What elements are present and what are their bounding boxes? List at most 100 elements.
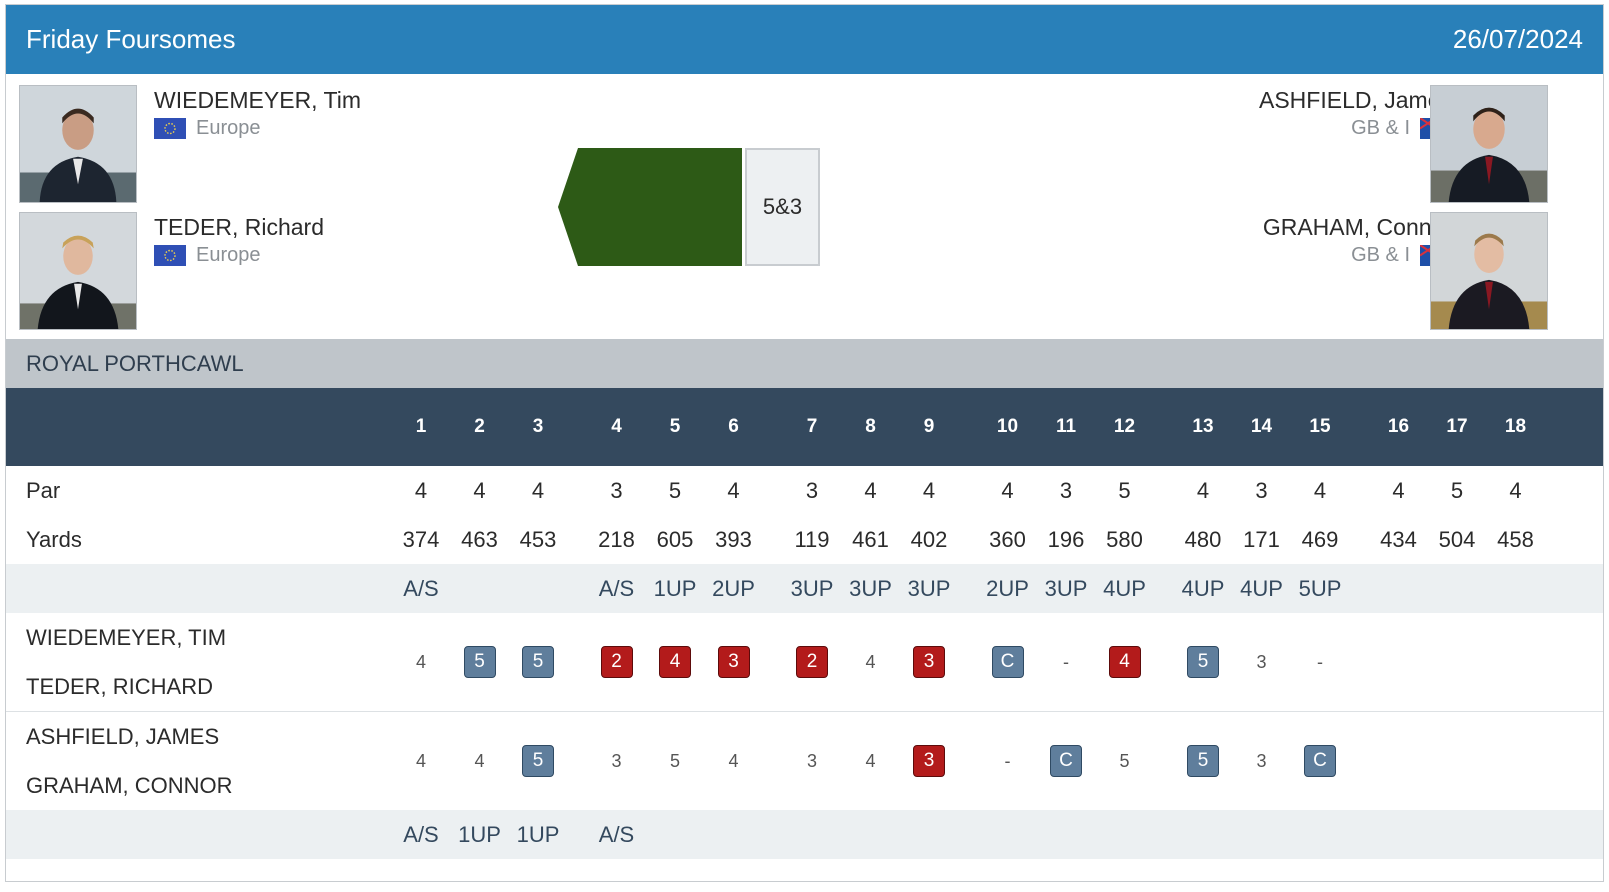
match-result-bar bbox=[558, 148, 742, 266]
hole-score-under-par: 3 bbox=[717, 646, 750, 678]
hole-number-7: 7 bbox=[806, 416, 818, 437]
hole-score: 3 bbox=[1256, 751, 1267, 771]
match-status-cell: A/S bbox=[403, 822, 439, 847]
yards-value: 374 bbox=[402, 527, 440, 552]
hole-score: 4 bbox=[415, 751, 426, 771]
par-value: 4 bbox=[1392, 478, 1405, 503]
match-status-cell: 1UP bbox=[653, 576, 697, 601]
yards-value: 463 bbox=[461, 527, 498, 552]
par-value: 3 bbox=[1059, 478, 1073, 503]
hole-score: - bbox=[1063, 652, 1069, 672]
yards-value: 458 bbox=[1497, 527, 1534, 552]
player-photo-graham bbox=[1430, 212, 1548, 330]
yards-row: Yards 374 463 453 218 605 393 119 461 402 360 196 5… bbox=[6, 515, 1603, 564]
match-status-cell: 3UP bbox=[907, 576, 951, 601]
hole-score: 3 bbox=[611, 751, 622, 771]
hole-number-18: 18 bbox=[1504, 416, 1527, 437]
holes-header: 1 2 3 4 5 6 7 8 9 10 11 12 13 14 15 16 17 18 bbox=[6, 388, 1603, 466]
team2-player1: ASHFIELD, JAMES bbox=[26, 724, 220, 749]
left-player1-name: WIEDEMEYER, Tim bbox=[154, 87, 362, 113]
hole-score: 4 bbox=[865, 751, 876, 771]
par-value: 5 bbox=[1450, 478, 1464, 503]
match-status-cell: 2UP bbox=[986, 576, 1029, 601]
par-value: 4 bbox=[1196, 478, 1210, 503]
yards-value: 605 bbox=[656, 527, 694, 552]
yards-value: 504 bbox=[1438, 527, 1476, 552]
team2-score-row: ASHFIELD, JAMES GRAHAM, CONNOR 4 4 5 3 5 4 3 4 3… bbox=[6, 712, 1603, 810]
hole-score-over-par: 5 bbox=[1187, 646, 1219, 678]
hole-score: - bbox=[1004, 751, 1011, 771]
hole-score-under-par: 3 bbox=[913, 646, 945, 678]
match-status-cell: A/S bbox=[598, 822, 635, 847]
par-value: 4 bbox=[727, 478, 740, 503]
player-photo-wiedemeyer bbox=[19, 85, 137, 203]
hole-score: 5 bbox=[1119, 751, 1130, 771]
par-value: 4 bbox=[473, 478, 486, 503]
par-value: 4 bbox=[1313, 478, 1327, 503]
match-card: Friday Foursomes 26/07/2024 WIEDEMEYER, … bbox=[5, 4, 1604, 882]
yards-value: 360 bbox=[989, 527, 1026, 552]
match-status-row-top: A/S A/S 1UP 2UP 3UP 3UP 3UP 2UP 3UP 4UP 4UP 4UP 5UP bbox=[6, 564, 1603, 613]
hole-score: 4 bbox=[415, 652, 426, 672]
hole-score-under-par: 2 bbox=[600, 646, 633, 678]
match-status-cell: 1UP bbox=[458, 822, 501, 847]
hole-score: - bbox=[1317, 652, 1323, 672]
hole-score: 5 bbox=[669, 751, 680, 771]
yards-value: 119 bbox=[794, 527, 830, 552]
match-status-cell: 1UP bbox=[516, 822, 560, 847]
right-player2-name: GRAHAM, Connor bbox=[1262, 214, 1452, 240]
right-player2-team-label: GB & I bbox=[1351, 244, 1410, 266]
match-result-score: 5&3 bbox=[745, 148, 820, 266]
hole-number-11: 11 bbox=[1055, 416, 1077, 437]
hole-number-13: 13 bbox=[1192, 416, 1214, 437]
yards-value: 469 bbox=[1301, 527, 1339, 552]
hole-score-over-par: C bbox=[1050, 745, 1082, 777]
hole-score: 3 bbox=[806, 751, 817, 771]
par-value: 5 bbox=[668, 478, 682, 503]
match-status-cell: 2UP bbox=[712, 576, 755, 601]
player-photo-icon bbox=[1431, 213, 1547, 329]
hole-score-over-par: 5 bbox=[1187, 745, 1219, 777]
hole-score-under-par: 3 bbox=[913, 745, 945, 777]
hole-number-15: 15 bbox=[1309, 416, 1331, 437]
par-value: 4 bbox=[414, 478, 428, 503]
left-player1-team: Europe bbox=[154, 117, 261, 140]
yards-label: Yards bbox=[26, 527, 82, 552]
player-photo-icon bbox=[1431, 86, 1547, 202]
hole-number-9: 9 bbox=[923, 416, 935, 437]
hole-score-over-par: C bbox=[991, 646, 1024, 678]
hole-score: 3 bbox=[1256, 652, 1267, 672]
match-status-cell: 4UP bbox=[1103, 576, 1146, 601]
hole-number-10: 10 bbox=[996, 416, 1019, 437]
match-date: 26/07/2024 bbox=[1452, 24, 1583, 54]
yards-value: 393 bbox=[715, 527, 752, 552]
left-player2-team-label: Europe bbox=[196, 244, 261, 266]
row-divider bbox=[6, 711, 1603, 712]
left-player1-team-label: Europe bbox=[196, 117, 261, 139]
match-status-row-bottom: A/S 1UP 1UP A/S bbox=[6, 810, 1603, 859]
right-player1-team-label: GB & I bbox=[1351, 117, 1410, 139]
left-player2-team: Europe bbox=[154, 244, 261, 267]
hole-number-4: 4 bbox=[611, 416, 622, 437]
course-bar: ROYAL PORTHCAWL bbox=[6, 339, 1603, 388]
right-player1-name: ASHFIELD, James bbox=[1259, 87, 1452, 113]
eu-flag-icon bbox=[154, 245, 186, 266]
team1-player2: TEDER, RICHARD bbox=[26, 674, 214, 699]
yards-value: 434 bbox=[1380, 527, 1417, 552]
yards-value: 453 bbox=[519, 527, 557, 552]
match-status-cell: 4UP bbox=[1181, 576, 1225, 601]
hole-number-12: 12 bbox=[1113, 416, 1136, 437]
hole-score-under-par: 4 bbox=[659, 646, 691, 678]
hole-number-14: 14 bbox=[1250, 416, 1273, 437]
par-value: 4 bbox=[864, 478, 877, 503]
hole-score: 4 bbox=[728, 751, 739, 771]
hole-number-17: 17 bbox=[1446, 416, 1468, 437]
hole-number-2: 2 bbox=[474, 416, 485, 437]
yards-value: 171 bbox=[1243, 527, 1280, 552]
match-title: Friday Foursomes bbox=[26, 24, 236, 54]
hole-score-over-par: 5 bbox=[522, 646, 554, 678]
match-status-cell: 3UP bbox=[790, 576, 834, 601]
par-value: 3 bbox=[610, 478, 623, 503]
match-status-cell: 3UP bbox=[1044, 576, 1088, 601]
